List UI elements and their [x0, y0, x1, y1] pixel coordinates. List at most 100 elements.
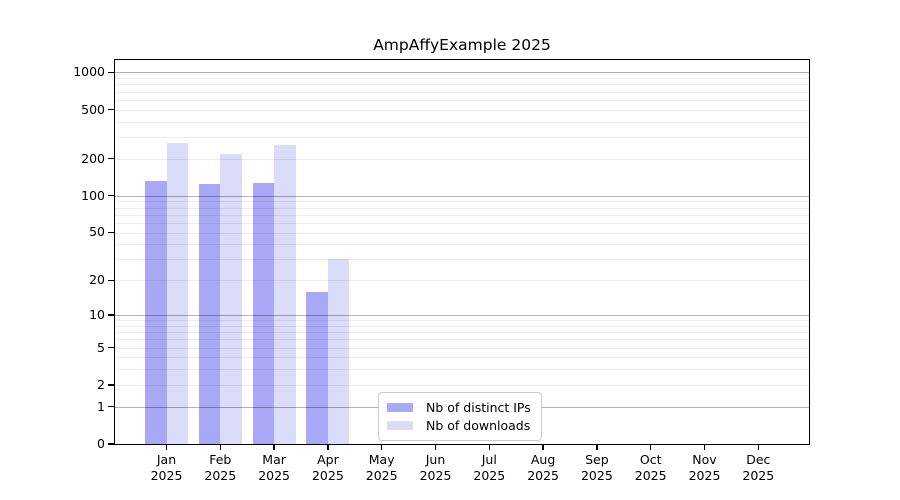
- x-tick-mark: [542, 444, 544, 450]
- x-tick-mark: [434, 444, 437, 450]
- gridline-minor: [115, 347, 809, 349]
- gridline-minor: [115, 332, 809, 334]
- y-tick-mark: [108, 346, 114, 349]
- x-tick-year: 2025: [150, 467, 183, 483]
- gridline-major: [115, 315, 809, 316]
- x-tick-mark: [488, 444, 490, 450]
- y-tick-label: 50: [89, 224, 105, 240]
- grid-layer: [115, 60, 809, 444]
- gridline-minor: [115, 369, 809, 371]
- x-tick-label: May 2025: [350, 452, 414, 483]
- x-tick-label: Aug 2025: [511, 452, 575, 483]
- gridline-minor: [115, 109, 809, 111]
- x-tick-month: May: [368, 452, 395, 467]
- bar-downloads: [327, 259, 350, 444]
- bar-distinct-ips: [198, 183, 221, 444]
- x-tick-year: 2025: [258, 467, 290, 483]
- x-tick-year: 2025: [419, 467, 452, 483]
- x-tick-year: 2025: [473, 467, 506, 483]
- gridline-minor: [115, 244, 809, 246]
- x-tick-year: 2025: [204, 467, 237, 483]
- legend-label-distinct-ips: Nb of distinct IPs: [426, 400, 531, 415]
- legend-swatch-downloads: [387, 421, 413, 430]
- y-tick-mark: [108, 406, 114, 408]
- y-tick-label: 200: [81, 150, 105, 166]
- x-tick-month: Apr: [317, 452, 339, 467]
- bar-downloads: [166, 143, 188, 444]
- x-tick-month: Jul: [481, 452, 497, 467]
- gridline-minor: [115, 339, 809, 341]
- gridline-minor: [115, 357, 809, 359]
- x-tick-mark: [650, 444, 652, 450]
- y-tick-label: 100: [81, 187, 105, 203]
- gridline-minor: [115, 280, 809, 282]
- y-tick-mark: [108, 443, 114, 445]
- x-tick-year: 2025: [634, 467, 667, 483]
- x-tick-mark: [165, 444, 168, 450]
- x-tick-month: Nov: [692, 452, 717, 467]
- x-tick-month: Aug: [530, 452, 556, 467]
- y-tick-mark: [108, 314, 114, 316]
- gridline-minor: [115, 384, 809, 386]
- legend-item-downloads: Nb of downloads: [387, 417, 531, 434]
- x-tick-mark: [757, 444, 759, 450]
- chart-title: AmpAffyExample 2025: [373, 36, 551, 54]
- legend-swatch-distinct-ips: [387, 403, 413, 412]
- bar-downloads: [220, 153, 242, 444]
- y-tick-mark: [108, 279, 114, 281]
- x-tick-mark: [703, 444, 706, 450]
- x-tick-mark: [596, 444, 598, 450]
- y-tick-label: 2: [97, 376, 105, 392]
- gridline-major: [115, 72, 809, 74]
- bars-layer: [115, 60, 809, 444]
- y-tick-label: 1: [97, 398, 105, 414]
- x-tick-mark: [273, 444, 275, 450]
- gridline-minor: [115, 201, 809, 203]
- y-tick-mark: [108, 384, 114, 386]
- y-tick-label: 0: [97, 436, 105, 451]
- plot-area: Nb of distinct IPs Nb of downloads: [115, 60, 809, 444]
- y-tick-label: 10: [89, 307, 105, 322]
- x-tick-label: Jul 2025: [457, 452, 521, 483]
- x-tick-year: 2025: [688, 467, 721, 483]
- x-tick-label: Feb 2025: [188, 452, 252, 483]
- gridline-minor: [115, 158, 809, 160]
- gridline-minor: [115, 137, 809, 138]
- y-tick-mark: [108, 158, 114, 160]
- x-tick-month: Jan: [156, 452, 177, 467]
- y-tick-label: 5: [97, 339, 105, 355]
- x-tick-month: Mar: [262, 452, 286, 467]
- x-tick-year: 2025: [365, 467, 398, 483]
- x-tick-month: Oct: [639, 452, 662, 467]
- x-tick-year: 2025: [742, 467, 775, 483]
- x-tick-month: Jun: [425, 452, 446, 467]
- y-tick-label: 20: [89, 272, 105, 288]
- x-tick-month: Dec: [746, 452, 771, 467]
- bar-downloads: [274, 145, 296, 444]
- gridline-minor: [115, 78, 809, 79]
- bar-distinct-ips: [306, 291, 328, 444]
- gridline-minor: [115, 207, 809, 209]
- x-tick-label: Jun 2025: [404, 452, 468, 483]
- legend-item-distinct-ips: Nb of distinct IPs: [387, 399, 531, 416]
- y-tick-mark: [108, 231, 114, 234]
- x-tick-year: 2025: [580, 467, 613, 483]
- x-tick-label: Sep 2025: [565, 452, 629, 483]
- gridline-minor: [115, 214, 809, 216]
- x-tick-label: Oct 2025: [619, 452, 683, 483]
- gridline-minor: [115, 99, 809, 101]
- x-tick-month: Feb: [209, 452, 232, 467]
- y-tick-label: 500: [81, 101, 105, 117]
- gridline-minor: [115, 91, 809, 93]
- x-tick-year: 2025: [527, 467, 559, 483]
- legend-label-downloads: Nb of downloads: [426, 418, 531, 433]
- x-tick-mark: [219, 444, 221, 450]
- gridline-minor: [115, 232, 809, 234]
- x-tick-label: Nov 2025: [673, 452, 737, 483]
- x-tick-mark: [381, 444, 383, 450]
- gridline-minor: [115, 325, 809, 327]
- x-tick-label: Mar 2025: [242, 452, 306, 483]
- x-tick-label: Jan 2025: [135, 452, 199, 483]
- x-tick-label: Apr 2025: [296, 452, 360, 483]
- gridline-minor: [115, 259, 809, 261]
